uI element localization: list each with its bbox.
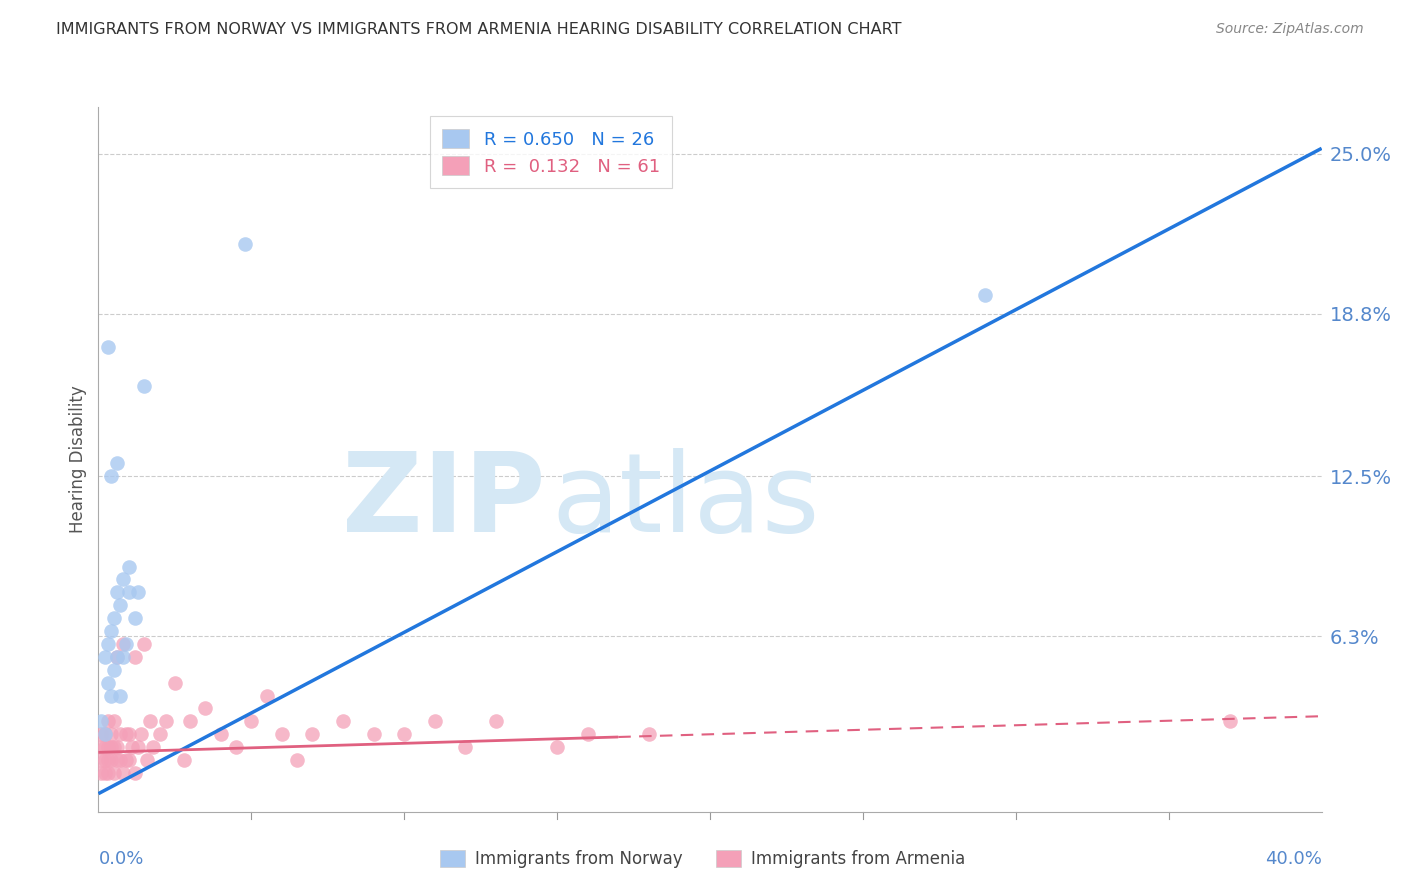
Point: [90, 714, 112, 729]
Point: [97, 340, 120, 354]
Point: [115, 637, 138, 651]
Text: ZIP: ZIP: [342, 448, 546, 555]
Point: [974, 288, 997, 302]
Point: [233, 236, 256, 251]
Point: [103, 663, 125, 677]
Point: [108, 689, 131, 703]
Point: [105, 753, 128, 767]
Point: [97, 766, 120, 780]
Point: [576, 727, 599, 741]
Point: [225, 740, 247, 755]
Point: [124, 766, 146, 780]
Point: [93, 649, 115, 664]
Text: Source: ZipAtlas.com: Source: ZipAtlas.com: [1216, 22, 1364, 37]
Point: [97, 753, 120, 767]
Point: [127, 740, 149, 755]
Point: [173, 753, 195, 767]
Point: [363, 727, 385, 741]
Point: [105, 649, 128, 664]
Point: [93, 753, 115, 767]
Point: [105, 456, 128, 470]
Point: [93, 766, 115, 780]
Point: [108, 753, 131, 767]
Point: [100, 753, 122, 767]
Legend: R = 0.650   N = 26, R =  0.132   N = 61: R = 0.650 N = 26, R = 0.132 N = 61: [430, 116, 672, 188]
Point: [179, 714, 201, 729]
Point: [209, 727, 232, 741]
Point: [111, 766, 134, 780]
Point: [423, 714, 446, 729]
Point: [100, 689, 122, 703]
Point: [546, 740, 568, 755]
Point: [301, 727, 323, 741]
Point: [105, 585, 128, 599]
Point: [194, 701, 217, 715]
Point: [115, 753, 138, 767]
Point: [392, 727, 416, 741]
Point: [115, 727, 138, 741]
Text: atlas: atlas: [551, 448, 820, 555]
Point: [118, 753, 141, 767]
Point: [118, 727, 141, 741]
Point: [332, 714, 354, 729]
Point: [136, 753, 159, 767]
Text: 40.0%: 40.0%: [1265, 850, 1322, 869]
Point: [103, 611, 125, 625]
Point: [90, 727, 112, 741]
Point: [100, 624, 122, 638]
Point: [100, 740, 122, 755]
Point: [105, 649, 128, 664]
Point: [103, 740, 125, 755]
Point: [105, 740, 128, 755]
Point: [124, 649, 146, 664]
Point: [118, 585, 141, 599]
Point: [118, 559, 141, 574]
Point: [485, 714, 508, 729]
Point: [139, 714, 162, 729]
Point: [90, 740, 112, 755]
Point: [134, 379, 156, 393]
Point: [127, 585, 149, 599]
Point: [111, 649, 134, 664]
Point: [97, 714, 120, 729]
Text: 0.0%: 0.0%: [98, 850, 143, 869]
Point: [121, 740, 143, 755]
Point: [124, 611, 146, 625]
Point: [97, 637, 120, 651]
Point: [155, 714, 177, 729]
Y-axis label: Hearing Disability: Hearing Disability: [69, 385, 87, 533]
Point: [93, 727, 115, 741]
Point: [149, 727, 172, 741]
Point: [256, 689, 278, 703]
Point: [240, 714, 263, 729]
Point: [93, 727, 115, 741]
Legend: Immigrants from Norway, Immigrants from Armenia: Immigrants from Norway, Immigrants from …: [433, 843, 973, 875]
Point: [1219, 714, 1241, 729]
Text: IMMIGRANTS FROM NORWAY VS IMMIGRANTS FROM ARMENIA HEARING DISABILITY CORRELATION: IMMIGRANTS FROM NORWAY VS IMMIGRANTS FRO…: [56, 22, 901, 37]
Point: [93, 740, 115, 755]
Point: [108, 727, 131, 741]
Point: [108, 598, 131, 612]
Point: [97, 740, 120, 755]
Point: [100, 469, 122, 483]
Point: [134, 637, 156, 651]
Point: [637, 727, 661, 741]
Point: [100, 727, 122, 741]
Point: [285, 753, 308, 767]
Point: [103, 766, 125, 780]
Point: [111, 573, 134, 587]
Point: [142, 740, 165, 755]
Point: [270, 727, 292, 741]
Point: [111, 637, 134, 651]
Point: [129, 727, 152, 741]
Point: [90, 766, 112, 780]
Point: [163, 675, 186, 690]
Point: [454, 740, 477, 755]
Point: [90, 753, 112, 767]
Point: [103, 714, 125, 729]
Point: [97, 675, 120, 690]
